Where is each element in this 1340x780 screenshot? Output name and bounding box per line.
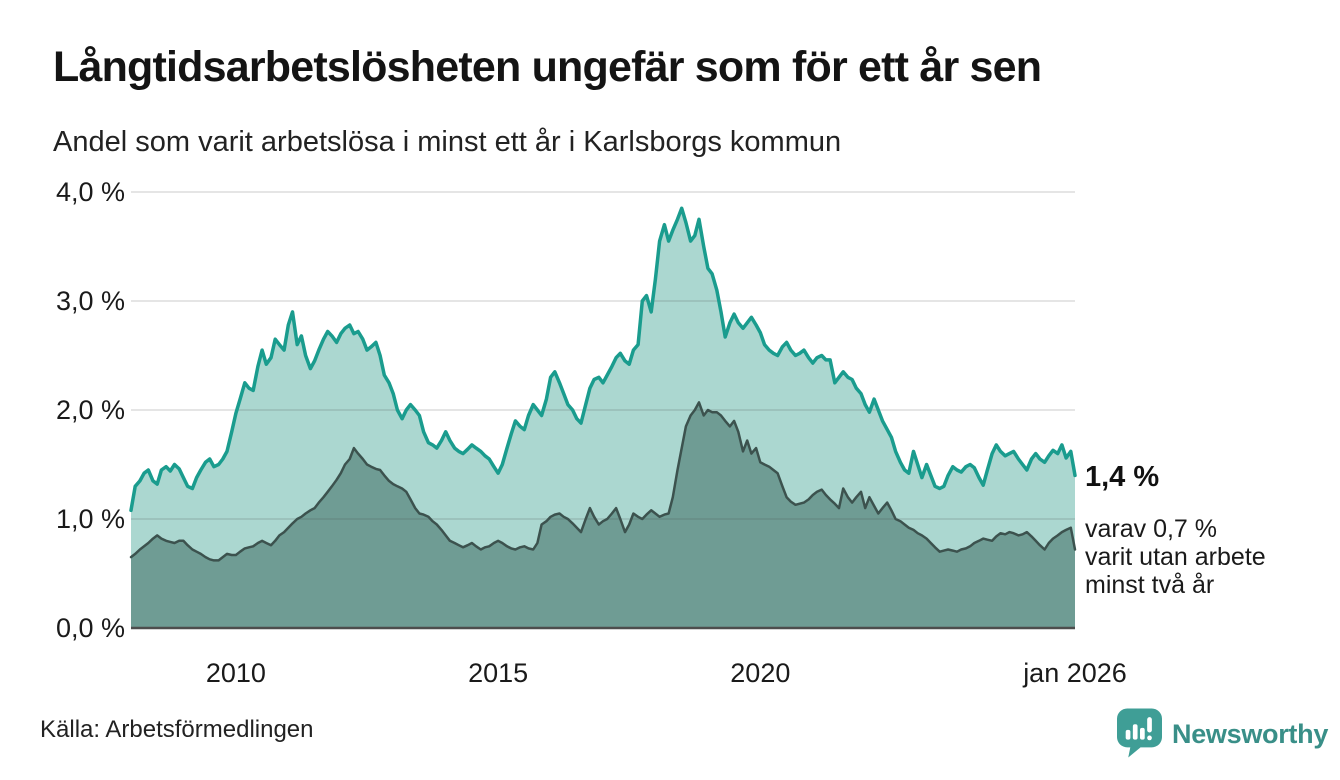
series-line-minst-tva-ar <box>129 401 1077 562</box>
y-tick-label: 2,0 % <box>55 395 125 425</box>
brand-logo: Newsworthy <box>1117 708 1328 758</box>
page-title: Långtidsarbetslösheten ungefär som för e… <box>53 43 1042 91</box>
end-value-label: 1,4 % <box>1085 461 1160 493</box>
x-tick-label: jan 2026 <box>1023 658 1127 688</box>
y-tick-label: 4,0 % <box>55 177 125 207</box>
end-note-line: varit utan arbete <box>1085 543 1266 571</box>
brand-name: Newsworthy <box>1172 719 1329 749</box>
chart-subtitle: Andel som varit arbetslösa i minst ett å… <box>53 126 842 158</box>
end-note-label: varav 0,7 % varit utan arbete minst två … <box>1085 515 1315 599</box>
series-line-minst-ett-ar <box>129 206 1077 513</box>
x-tick-label: 2015 <box>468 658 529 688</box>
end-note-line: varav 0,7 % <box>1085 515 1218 543</box>
newsworthy-icon <box>1117 708 1162 758</box>
y-tick-label: 1,0 % <box>55 504 125 534</box>
y-tick-label: 0,0 % <box>55 613 125 643</box>
source-note: Källa: Arbetsförmedlingen <box>40 716 314 743</box>
area-fill-minst-tva-ar <box>131 402 1075 628</box>
y-tick-label: 3,0 % <box>55 286 125 316</box>
end-note-line: minst två år <box>1085 571 1215 599</box>
x-tick-label: 2020 <box>730 658 791 688</box>
x-tick-label: 2010 <box>205 658 266 688</box>
